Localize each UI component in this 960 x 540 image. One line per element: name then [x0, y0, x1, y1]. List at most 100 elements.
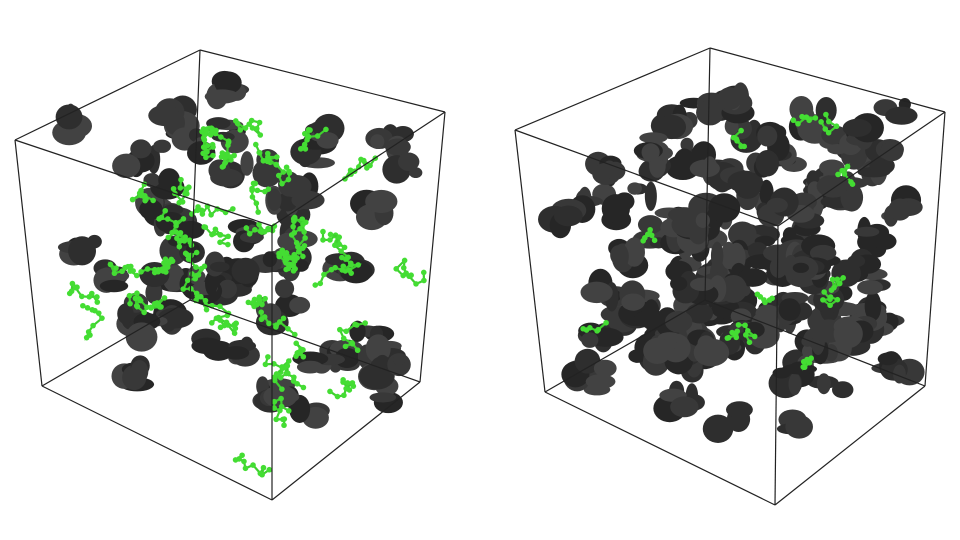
green-bead	[769, 295, 775, 302]
cube-edge	[189, 299, 421, 383]
green-bead	[126, 292, 133, 299]
green-bead	[90, 322, 96, 329]
green-bead	[297, 146, 304, 152]
green-bead	[249, 125, 256, 131]
green-bead	[94, 294, 100, 300]
dark-cluster	[68, 236, 97, 266]
green-bead	[827, 294, 834, 300]
green-bead	[825, 129, 832, 136]
dark-cluster	[130, 139, 152, 159]
cube-edge	[544, 391, 776, 506]
dark-cluster	[833, 319, 863, 349]
green-bead	[266, 320, 272, 327]
dark-cluster	[689, 159, 720, 178]
green-bead	[829, 276, 836, 283]
dark-cluster	[667, 207, 700, 223]
green-bead	[844, 163, 851, 170]
green-bead	[204, 149, 210, 155]
green-bead	[835, 171, 841, 178]
green-bead	[127, 263, 134, 270]
green-bead	[178, 176, 184, 183]
green-bead	[339, 254, 345, 261]
green-bead	[141, 309, 147, 316]
green-bead	[273, 371, 280, 377]
green-bead	[162, 264, 168, 271]
green-bead	[302, 130, 308, 137]
dark-cluster	[153, 139, 172, 153]
green-chain	[128, 291, 149, 315]
green-bead	[210, 152, 216, 159]
green-bead	[317, 280, 324, 287]
green-bead	[280, 416, 286, 423]
green-bead	[348, 262, 354, 268]
green-bead	[279, 386, 285, 392]
green-bead	[344, 380, 351, 386]
green-bead	[825, 118, 832, 125]
green-bead	[162, 207, 169, 214]
cube-edge	[777, 111, 946, 227]
green-bead	[253, 125, 260, 132]
dark-cluster	[880, 141, 904, 162]
green-bead	[280, 169, 287, 175]
green-bead	[642, 235, 648, 241]
green-bead	[323, 126, 329, 133]
green-bead	[292, 266, 298, 272]
dark-cluster	[296, 360, 324, 374]
green-bead	[300, 384, 307, 391]
green-bead	[751, 333, 758, 340]
dark-cluster	[864, 291, 882, 322]
green-bead	[262, 361, 269, 368]
green-bead	[177, 185, 184, 191]
green-bead	[177, 229, 184, 236]
green-bead	[246, 230, 253, 237]
dark-cluster	[877, 352, 898, 366]
green-bead	[218, 134, 224, 140]
green-bead	[801, 364, 808, 371]
green-bead	[211, 230, 217, 237]
green-bead	[273, 416, 279, 423]
green-bead	[352, 321, 358, 328]
green-bead	[202, 297, 209, 304]
dark-cluster	[370, 134, 385, 149]
green-bead	[74, 284, 80, 291]
dark-cluster	[888, 198, 912, 221]
green-bead	[137, 297, 144, 304]
dark-cluster	[289, 296, 311, 314]
dark-cluster	[755, 149, 780, 177]
dark-cluster	[99, 279, 129, 293]
green-bead	[233, 320, 239, 327]
dark-cluster	[831, 381, 854, 399]
green-chain	[191, 203, 234, 217]
green-chain	[394, 257, 426, 286]
green-bead	[280, 250, 287, 256]
green-bead	[327, 237, 333, 243]
green-bead	[122, 264, 129, 271]
dark-cluster	[580, 281, 613, 304]
green-bead	[741, 143, 747, 150]
green-bead	[202, 224, 209, 231]
dark-cluster	[553, 205, 583, 227]
green-bead	[340, 379, 346, 385]
green-bead	[275, 172, 282, 179]
green-bead	[111, 270, 118, 277]
green-bead	[79, 293, 85, 300]
dark-cluster	[210, 168, 243, 187]
green-bead	[806, 359, 813, 366]
green-bead	[364, 165, 370, 171]
dark-cluster	[158, 168, 181, 193]
green-bead	[203, 127, 209, 134]
green-bead	[224, 151, 230, 157]
green-bead	[300, 253, 306, 260]
dark-cluster	[816, 373, 831, 395]
cube-edge	[41, 385, 273, 501]
green-bead	[285, 325, 291, 332]
green-bead	[291, 214, 298, 221]
green-bead	[266, 466, 273, 473]
dark-cluster	[239, 231, 264, 243]
green-bead	[87, 332, 93, 338]
green-bead	[198, 265, 205, 272]
dark-cluster	[628, 349, 647, 363]
green-bead	[587, 324, 593, 331]
green-bead	[288, 232, 295, 238]
